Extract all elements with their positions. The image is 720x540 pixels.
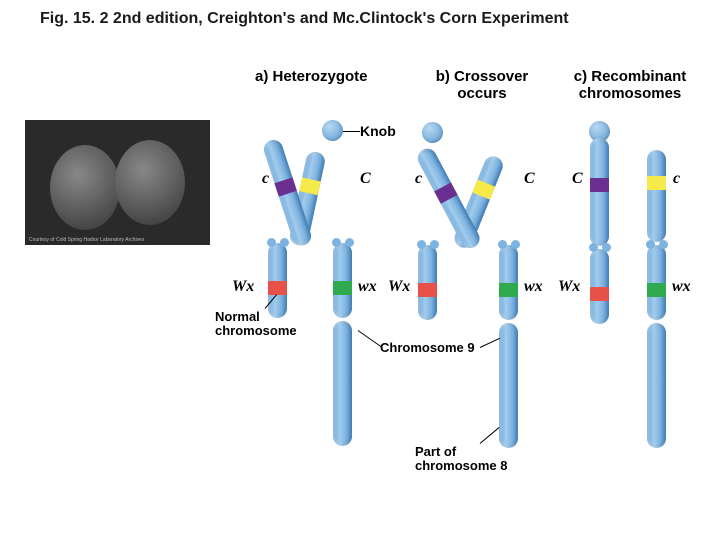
arm-tail [333, 321, 352, 446]
band-c-upper [590, 178, 609, 192]
band-wx-lower [333, 281, 352, 295]
allele-c-upper: C [524, 170, 535, 188]
band-wx-lower [499, 283, 518, 297]
allele-c-lower: c [415, 170, 422, 188]
allele-wx-lower: wx [672, 278, 691, 296]
band-c [299, 177, 320, 195]
arm-bot [647, 245, 666, 320]
allele-c-upper: C [360, 170, 371, 188]
centromere [498, 240, 520, 250]
centromere [646, 240, 668, 250]
part8-label: Part ofchromosome 8 [415, 445, 507, 474]
knob-label: Knob [360, 123, 396, 139]
allele-c-lower: c [673, 170, 680, 188]
allele-wx-upper: Wx [388, 278, 410, 296]
arm-bot [333, 243, 352, 318]
centromere [267, 238, 289, 248]
panel-a-label: a) Heterozygote [255, 68, 368, 85]
photo-caption: Courtesy of Cold Spring Harbor Laborator… [29, 237, 144, 243]
band-wx-upper [590, 287, 609, 301]
arm-bot [590, 249, 609, 324]
band-wx [418, 283, 437, 297]
arm-top [590, 138, 609, 246]
knob-icon [322, 120, 343, 141]
arm-tail [499, 323, 518, 448]
band-wx [268, 281, 287, 295]
normal-label: Normalchromosome [215, 310, 297, 339]
allele-wx-lower: wx [524, 278, 543, 296]
panel-b-label: b) Crossover occurs [432, 68, 532, 102]
allele-c-lower: c [262, 170, 269, 188]
band-c-upper [434, 182, 457, 203]
arm-tail [647, 323, 666, 448]
chrom9-label: Chromosome 9 [380, 340, 475, 355]
arm-top [647, 150, 666, 242]
panel-b-line2: occurs [457, 85, 506, 102]
scientist-photo: Courtesy of Cold Spring Harbor Laborator… [25, 120, 210, 245]
band-c [472, 179, 495, 199]
knob-leader [343, 131, 360, 132]
band-c-lower [647, 176, 666, 190]
centromere [589, 243, 611, 253]
panel-b-line1: b) Crossover [436, 68, 529, 85]
figure-title: Fig. 15. 2 2nd edition, Creighton's and … [40, 10, 569, 28]
part8-leader [480, 427, 500, 444]
allele-wx-upper: Wx [558, 278, 580, 296]
chrom9-leader-r [480, 338, 500, 348]
panel-c-line2: chromosomes [579, 85, 682, 102]
panel-c-line1: c) Recombinant [574, 68, 687, 85]
allele-c-upper: C [572, 170, 583, 188]
arm-bot [418, 245, 437, 320]
arm-bot [268, 243, 287, 318]
allele-wx-lower: wx [358, 278, 377, 296]
knob-icon [422, 122, 443, 143]
centromere [332, 238, 354, 248]
band-wx-lower [647, 283, 666, 297]
arm-bot [499, 245, 518, 320]
panel-c-label: c) Recombinant chromosomes [565, 68, 695, 102]
band-c-upper [274, 177, 296, 196]
centromere [417, 240, 439, 250]
allele-wx-upper: Wx [232, 278, 254, 296]
